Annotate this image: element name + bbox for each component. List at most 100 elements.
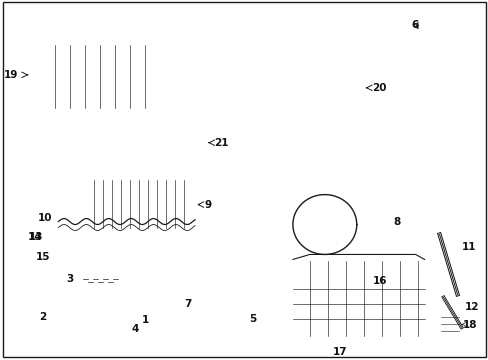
Circle shape [176, 141, 180, 145]
Text: 1: 1 [142, 315, 148, 325]
Ellipse shape [439, 335, 459, 344]
Circle shape [337, 232, 341, 237]
Ellipse shape [54, 108, 66, 115]
Circle shape [172, 261, 203, 293]
Circle shape [287, 225, 331, 269]
Circle shape [172, 136, 176, 140]
Circle shape [391, 280, 395, 284]
Circle shape [346, 221, 356, 230]
Circle shape [251, 105, 258, 111]
Text: 12: 12 [464, 302, 478, 312]
Circle shape [361, 215, 366, 219]
Circle shape [29, 199, 41, 211]
FancyBboxPatch shape [42, 116, 188, 180]
Circle shape [147, 125, 151, 130]
Polygon shape [210, 202, 297, 314]
Circle shape [353, 238, 358, 242]
Circle shape [305, 243, 313, 252]
Ellipse shape [97, 171, 113, 182]
Ellipse shape [120, 32, 130, 38]
Bar [254, 40, 296, 70]
Circle shape [157, 163, 162, 167]
Ellipse shape [65, 30, 85, 40]
Text: 19: 19 [4, 70, 19, 80]
FancyBboxPatch shape [54, 128, 176, 168]
Bar [51, 304, 57, 316]
Circle shape [113, 262, 177, 326]
Circle shape [51, 153, 56, 157]
Circle shape [251, 67, 258, 73]
Circle shape [301, 67, 307, 73]
Text: 13: 13 [28, 233, 43, 243]
Circle shape [329, 254, 335, 260]
Circle shape [84, 167, 89, 171]
Ellipse shape [165, 174, 174, 180]
Ellipse shape [439, 305, 459, 314]
Circle shape [284, 254, 289, 260]
Text: 14: 14 [28, 231, 42, 242]
Circle shape [329, 235, 335, 241]
Circle shape [386, 260, 392, 265]
Circle shape [176, 150, 180, 155]
Circle shape [122, 169, 127, 174]
Text: 3: 3 [66, 274, 73, 284]
Circle shape [414, 148, 420, 153]
Circle shape [58, 257, 63, 262]
Circle shape [306, 220, 312, 225]
Circle shape [351, 67, 357, 73]
Circle shape [45, 211, 59, 225]
Circle shape [57, 134, 61, 138]
Bar [195, 27, 359, 115]
Ellipse shape [90, 30, 110, 40]
Text: 18: 18 [462, 320, 476, 330]
Bar [277, 174, 389, 269]
Circle shape [177, 145, 182, 150]
Circle shape [289, 227, 294, 233]
Circle shape [110, 169, 114, 174]
Circle shape [140, 289, 150, 300]
Circle shape [177, 145, 182, 150]
Ellipse shape [440, 295, 446, 300]
Circle shape [353, 209, 358, 213]
Circle shape [361, 232, 366, 237]
Circle shape [49, 143, 53, 148]
Circle shape [64, 161, 68, 165]
Text: 2: 2 [39, 312, 46, 322]
Circle shape [74, 164, 78, 169]
Circle shape [351, 105, 357, 111]
Circle shape [289, 262, 294, 268]
Bar [285, 252, 432, 344]
Bar [254, 78, 296, 108]
Polygon shape [28, 30, 170, 120]
Ellipse shape [162, 171, 178, 182]
Ellipse shape [84, 108, 96, 115]
Circle shape [338, 212, 364, 238]
Circle shape [422, 39, 427, 44]
Text: 11: 11 [461, 243, 475, 252]
Circle shape [421, 57, 426, 62]
Circle shape [415, 130, 420, 135]
Ellipse shape [144, 108, 156, 115]
Text: 20: 20 [371, 83, 386, 93]
Circle shape [166, 159, 170, 163]
Circle shape [202, 105, 208, 111]
Circle shape [178, 267, 198, 287]
Bar [304, 40, 346, 70]
Bar [204, 78, 246, 108]
Circle shape [24, 194, 46, 216]
Circle shape [57, 157, 61, 161]
Circle shape [388, 278, 397, 287]
Circle shape [301, 105, 307, 111]
Circle shape [306, 270, 312, 275]
Circle shape [420, 76, 425, 81]
Circle shape [337, 215, 341, 219]
Circle shape [344, 238, 348, 242]
Circle shape [183, 273, 193, 282]
Circle shape [133, 282, 157, 306]
Bar [204, 40, 246, 70]
Circle shape [324, 262, 329, 268]
Ellipse shape [115, 30, 135, 40]
Text: 4: 4 [131, 324, 139, 334]
Bar [13, 177, 70, 230]
Ellipse shape [435, 232, 442, 237]
